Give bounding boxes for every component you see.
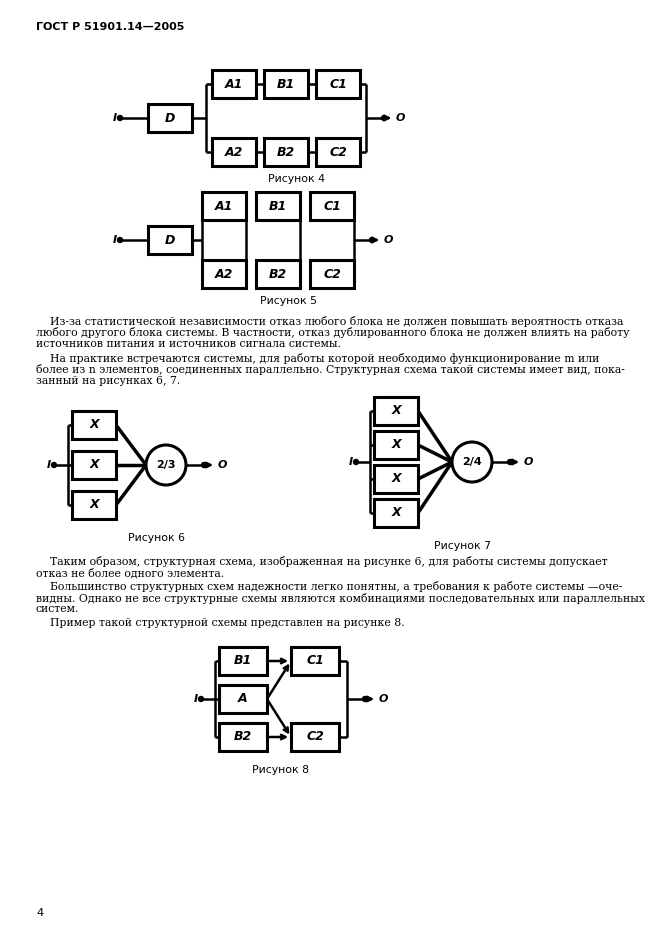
Text: более из n элементов, соединенных параллельно. Структурная схема такой системы и: более из n элементов, соединенных паралл… (36, 364, 625, 375)
Text: Рисунок 6: Рисунок 6 (128, 533, 184, 543)
Text: O: O (396, 113, 405, 123)
Text: занный на рисунках 6, 7.: занный на рисунках 6, 7. (36, 375, 180, 386)
Text: A1: A1 (215, 199, 233, 212)
Circle shape (118, 238, 122, 242)
Text: Пример такой структурной схемы представлен на рисунке 8.: Пример такой структурной схемы представл… (36, 618, 405, 627)
Bar (219, 685, 267, 713)
Text: X: X (89, 459, 98, 472)
Text: C1: C1 (306, 654, 324, 667)
Bar (72, 411, 116, 439)
Text: На практике встречаются системы, для работы которой необходимо функционирование : На практике встречаются системы, для раб… (36, 353, 600, 363)
Text: I: I (349, 457, 353, 467)
Circle shape (202, 462, 206, 467)
Text: Рисунок 4: Рисунок 4 (268, 174, 325, 184)
Text: A2: A2 (215, 268, 233, 281)
Bar (374, 431, 418, 459)
Bar (256, 192, 300, 220)
Text: 2/4: 2/4 (462, 457, 482, 467)
Circle shape (381, 115, 387, 121)
Text: Большинство структурных схем надежности легко понятны, а требования к работе сис: Большинство структурных схем надежности … (36, 581, 623, 592)
Bar (212, 70, 256, 98)
Text: отказ не более одного элемента.: отказ не более одного элемента. (36, 567, 224, 578)
Circle shape (369, 238, 375, 242)
Text: C1: C1 (323, 199, 341, 212)
Circle shape (118, 115, 122, 121)
Text: C2: C2 (329, 145, 347, 158)
Text: 2/3: 2/3 (156, 460, 176, 470)
Text: A1: A1 (225, 78, 243, 91)
Text: Таким образом, структурная схема, изображенная на рисунке 6, для работы системы : Таким образом, структурная схема, изобра… (36, 556, 607, 567)
Text: I: I (47, 460, 51, 470)
Bar (148, 104, 192, 132)
Bar (72, 451, 116, 479)
Text: X: X (391, 473, 401, 486)
Text: Рисунок 5: Рисунок 5 (260, 296, 317, 306)
Bar (264, 70, 308, 98)
Text: источников питания и источников сигнала системы.: источников питания и источников сигнала … (36, 339, 341, 349)
Text: X: X (391, 506, 401, 519)
Circle shape (52, 462, 56, 467)
Bar (374, 397, 418, 425)
Bar (374, 499, 418, 527)
Text: I: I (113, 113, 117, 123)
Text: C2: C2 (306, 730, 324, 743)
Bar (212, 138, 256, 166)
Text: D: D (165, 233, 175, 246)
Text: B1: B1 (234, 654, 252, 667)
Bar (202, 192, 246, 220)
Text: O: O (379, 694, 389, 704)
Text: Рисунок 8: Рисунок 8 (253, 765, 309, 775)
Text: I: I (113, 235, 117, 245)
Bar (219, 647, 267, 675)
Text: B1: B1 (269, 199, 287, 212)
Circle shape (354, 460, 358, 464)
Bar (316, 138, 360, 166)
Bar (148, 226, 192, 254)
Bar (264, 138, 308, 166)
Text: A2: A2 (225, 145, 243, 158)
Bar (256, 260, 300, 288)
Bar (310, 260, 354, 288)
Text: X: X (391, 438, 401, 451)
Bar (291, 647, 339, 675)
Text: X: X (89, 499, 98, 511)
Circle shape (362, 696, 368, 701)
Bar (72, 491, 116, 519)
Text: O: O (218, 460, 227, 470)
Bar (219, 723, 267, 751)
Bar (374, 465, 418, 493)
Text: X: X (89, 418, 98, 431)
Text: D: D (165, 111, 175, 124)
Text: C1: C1 (329, 78, 347, 91)
Text: O: O (384, 235, 393, 245)
Bar (310, 192, 354, 220)
Text: Рисунок 7: Рисунок 7 (434, 541, 490, 551)
Bar (202, 260, 246, 288)
Text: O: O (524, 457, 533, 467)
Bar (291, 723, 339, 751)
Circle shape (508, 460, 512, 464)
Circle shape (146, 445, 186, 485)
Text: 4: 4 (36, 908, 43, 918)
Bar (316, 70, 360, 98)
Text: X: X (391, 404, 401, 417)
Text: любого другого блока системы. В частности, отказ дублированного блока не должен : любого другого блока системы. В частност… (36, 328, 629, 339)
Text: систем.: систем. (36, 604, 79, 614)
Text: B2: B2 (269, 268, 287, 281)
Circle shape (198, 696, 204, 701)
Text: C2: C2 (323, 268, 341, 281)
Text: B2: B2 (234, 730, 252, 743)
Text: видны. Однако не все структурные схемы являются комбинациями последовательных ил: видны. Однако не все структурные схемы я… (36, 592, 645, 604)
Circle shape (452, 442, 492, 482)
Text: A: A (238, 693, 248, 706)
Text: I: I (194, 694, 198, 704)
Text: ГОСТ Р 51901.14—2005: ГОСТ Р 51901.14—2005 (36, 22, 184, 32)
Text: Из-за статистической независимости отказ любого блока не должен повышать вероятн: Из-за статистической независимости отказ… (36, 316, 623, 327)
Text: B1: B1 (277, 78, 295, 91)
Text: B2: B2 (277, 145, 295, 158)
